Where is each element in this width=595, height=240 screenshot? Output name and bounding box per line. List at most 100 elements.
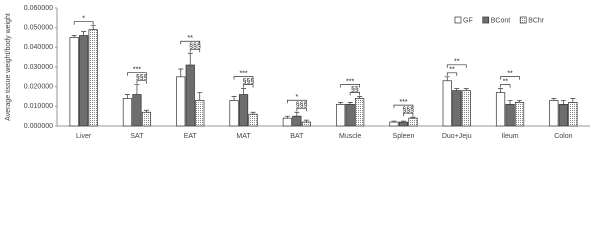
bar xyxy=(248,113,258,127)
bar xyxy=(336,104,346,127)
bar xyxy=(495,92,506,127)
error-bar xyxy=(410,116,416,119)
bar xyxy=(229,100,239,127)
significance-label: §§§ xyxy=(402,107,414,114)
y-tick-label: 0.060000 xyxy=(24,5,53,12)
error-bar xyxy=(284,115,290,119)
bar xyxy=(514,102,525,127)
significance-bracket xyxy=(127,72,147,76)
error-bar xyxy=(250,111,256,115)
legend-label: GF xyxy=(463,17,473,24)
bar xyxy=(568,102,578,127)
error-bar xyxy=(551,98,557,101)
significance-bracket xyxy=(233,76,254,80)
legend-swatch xyxy=(482,16,490,24)
error-bar xyxy=(143,109,149,113)
significance-label: ** xyxy=(503,78,509,85)
error-bar xyxy=(81,31,87,36)
error-bar xyxy=(231,96,237,101)
significance-bracket xyxy=(446,64,467,68)
significance-bracket xyxy=(287,99,307,104)
significance-label: *** xyxy=(346,78,354,85)
error-bar xyxy=(347,102,353,105)
bar xyxy=(69,37,79,127)
error-bar xyxy=(90,25,96,30)
x-tick-label: BAT xyxy=(290,133,304,140)
significance-bracket xyxy=(243,84,254,88)
error-bar xyxy=(570,98,576,103)
bar xyxy=(355,98,365,127)
x-tick-label: Muscle xyxy=(339,133,361,140)
y-axis-label: Average tissue weight/body weight xyxy=(5,13,12,121)
error-bar xyxy=(124,94,130,99)
error-bar xyxy=(294,111,300,117)
significance-label: ** xyxy=(454,59,460,66)
error-bar xyxy=(498,88,504,93)
significance-label: *** xyxy=(133,67,141,74)
significance-label: *** xyxy=(399,99,407,106)
bar xyxy=(79,35,89,127)
legend-label: BCont xyxy=(491,17,511,24)
significance-bracket xyxy=(393,104,414,109)
significance-label: ** xyxy=(188,35,194,42)
bar xyxy=(122,98,133,127)
significance-bracket xyxy=(189,48,201,53)
significance-bracket xyxy=(500,76,520,80)
x-tick-label: Duo+Jeju xyxy=(442,133,472,140)
significance-bracket xyxy=(73,21,94,25)
y-tick-label: 0.000000 xyxy=(24,123,53,130)
significance-label: ** xyxy=(449,67,455,74)
error-bar xyxy=(517,100,523,103)
bar xyxy=(238,94,249,127)
bar xyxy=(505,104,515,127)
significance-label: * xyxy=(295,94,298,101)
significance-label: §§§ xyxy=(242,78,254,85)
error-bar xyxy=(187,52,193,66)
significance-bracket xyxy=(446,72,458,76)
significance-label: §§§ xyxy=(136,75,148,82)
bar xyxy=(282,117,292,127)
legend-swatch xyxy=(454,16,462,24)
bar xyxy=(442,80,452,127)
error-bar xyxy=(463,88,469,91)
x-tick-label: MAT xyxy=(236,133,251,140)
error-bar xyxy=(338,102,344,105)
bar xyxy=(461,90,471,127)
error-bar xyxy=(400,120,406,123)
y-tick-label: 0.040000 xyxy=(24,44,53,51)
bar xyxy=(185,64,195,127)
error-bar xyxy=(197,92,203,101)
significance-bracket xyxy=(296,107,307,112)
x-tick-label: Ileum xyxy=(501,133,518,140)
error-bar xyxy=(303,119,309,123)
error-bar xyxy=(178,68,184,77)
error-bar xyxy=(391,120,397,123)
bar xyxy=(452,90,462,127)
bar xyxy=(345,104,355,127)
error-bar xyxy=(71,35,77,38)
error-bar xyxy=(454,88,460,91)
y-tick-label: 0.020000 xyxy=(24,84,53,91)
bar xyxy=(558,104,568,127)
x-tick-label: Colon xyxy=(554,133,572,140)
significance-bracket xyxy=(180,40,201,45)
error-bar xyxy=(241,88,247,95)
chart: Average tissue weight/body weight 0.0000… xyxy=(5,5,590,140)
y-tick-label: 0.050000 xyxy=(24,25,53,32)
bar xyxy=(301,121,311,127)
significance-bracket xyxy=(340,84,360,88)
y-tick-label: 0.010000 xyxy=(24,103,53,110)
significance-label: * xyxy=(82,16,85,23)
bar xyxy=(389,121,399,127)
bar xyxy=(398,121,409,127)
error-bar xyxy=(134,84,140,95)
error-bar xyxy=(444,76,450,81)
significance-label: §§ xyxy=(351,86,359,93)
bar xyxy=(132,94,142,127)
significance-label: *** xyxy=(239,70,247,77)
error-bar xyxy=(507,100,513,105)
error-bar xyxy=(560,100,566,105)
significance-bracket xyxy=(349,92,360,96)
bar xyxy=(292,115,302,127)
bar xyxy=(88,29,98,127)
